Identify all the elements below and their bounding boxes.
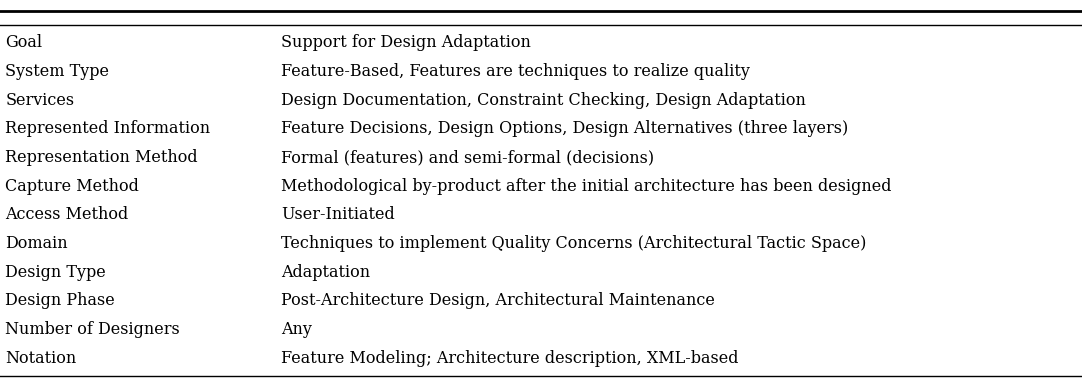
Text: Feature Decisions, Design Options, Design Alternatives (three layers): Feature Decisions, Design Options, Desig… [281, 120, 848, 138]
Text: Notation: Notation [5, 350, 77, 367]
Text: Techniques to implement Quality Concerns (Architectural Tactic Space): Techniques to implement Quality Concerns… [281, 235, 867, 252]
Text: Formal (features) and semi-formal (decisions): Formal (features) and semi-formal (decis… [281, 149, 655, 166]
Text: Access Method: Access Method [5, 206, 129, 223]
Text: Design Documentation, Constraint Checking, Design Adaptation: Design Documentation, Constraint Checkin… [281, 92, 806, 109]
Text: System Type: System Type [5, 63, 109, 80]
Text: Capture Method: Capture Method [5, 178, 140, 195]
Text: Support for Design Adaptation: Support for Design Adaptation [281, 34, 531, 52]
Text: Adaptation: Adaptation [281, 264, 370, 281]
Text: Design Type: Design Type [5, 264, 106, 281]
Text: Post-Architecture Design, Architectural Maintenance: Post-Architecture Design, Architectural … [281, 292, 715, 309]
Text: Feature Modeling; Architecture description, XML-based: Feature Modeling; Architecture descripti… [281, 350, 739, 367]
Text: Design Phase: Design Phase [5, 292, 115, 309]
Text: Domain: Domain [5, 235, 68, 252]
Text: Services: Services [5, 92, 75, 109]
Text: User-Initiated: User-Initiated [281, 206, 395, 223]
Text: Represented Information: Represented Information [5, 120, 211, 138]
Text: Goal: Goal [5, 34, 42, 52]
Text: Representation Method: Representation Method [5, 149, 198, 166]
Text: Feature-Based, Features are techniques to realize quality: Feature-Based, Features are techniques t… [281, 63, 750, 80]
Text: Number of Designers: Number of Designers [5, 321, 181, 338]
Text: Methodological by-product after the initial architecture has been designed: Methodological by-product after the init… [281, 178, 892, 195]
Text: Any: Any [281, 321, 313, 338]
